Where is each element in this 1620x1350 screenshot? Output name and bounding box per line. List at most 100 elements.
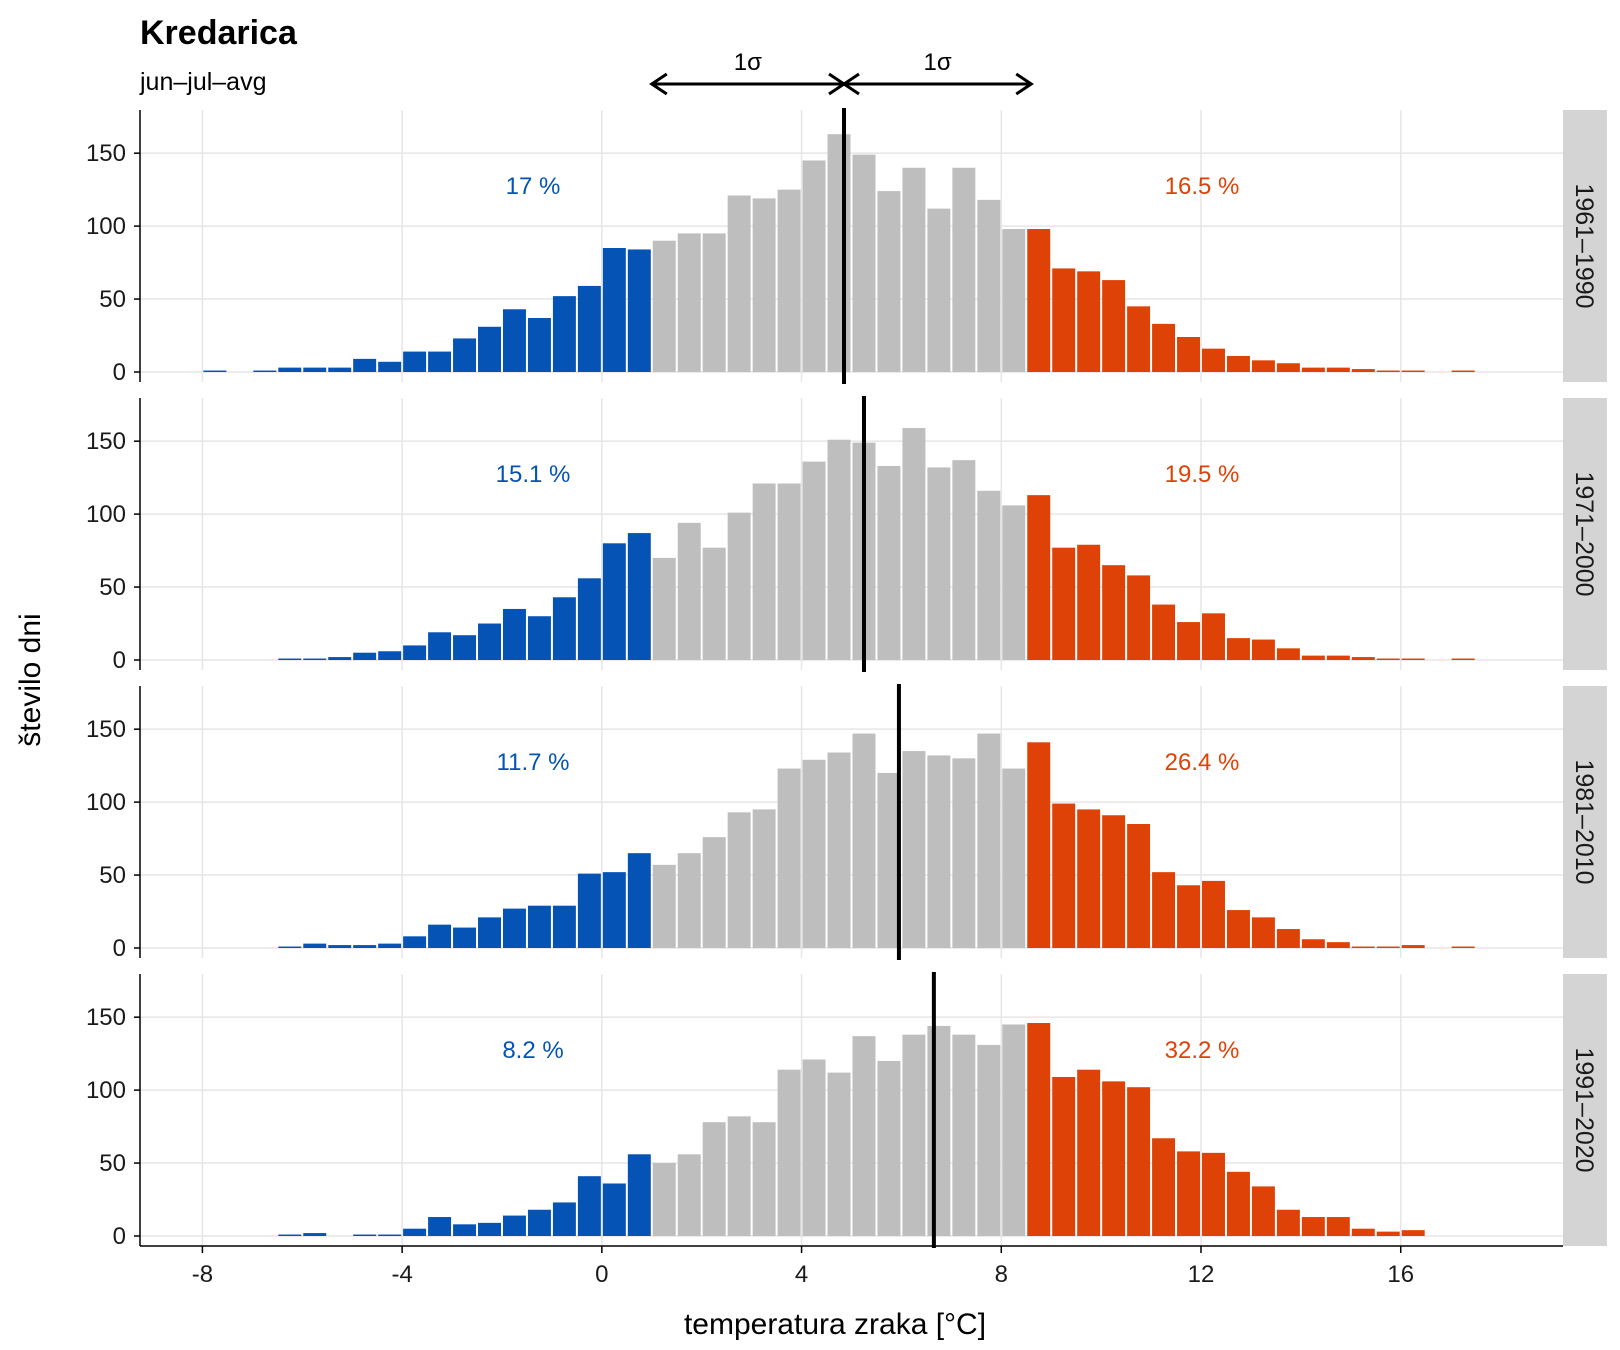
bar — [927, 467, 951, 660]
sigma-arrow-right-head — [1015, 72, 1034, 96]
bar — [428, 632, 452, 660]
bar — [353, 358, 377, 372]
bar — [1301, 367, 1325, 372]
bar — [453, 927, 477, 948]
y-axis-title: število dni — [14, 613, 47, 746]
bar — [1376, 658, 1400, 660]
bar — [602, 248, 626, 372]
bar — [1376, 1231, 1400, 1236]
bar — [677, 233, 701, 372]
bar — [478, 1222, 501, 1236]
bar — [902, 428, 926, 660]
bar — [353, 945, 377, 948]
bar — [478, 326, 501, 372]
facet-strip-label: 1971–2000 — [1570, 471, 1598, 596]
bar — [1077, 544, 1101, 660]
facet-strip-label: 1961–1990 — [1570, 183, 1598, 308]
bar — [577, 873, 601, 948]
bar — [1251, 639, 1275, 660]
panel-2: 0 50 100 150 15.1 % 19.5 % 1971–2000 — [86, 396, 1607, 674]
cold-percent-label: 8.2 % — [502, 1037, 563, 1064]
x-tick-label: 16 — [1387, 1261, 1414, 1288]
sigma-arrows: 1σ 1σ — [649, 49, 1034, 96]
bar — [203, 370, 227, 372]
x-tick-label: 12 — [1188, 1261, 1215, 1288]
facet-strip — [1563, 110, 1607, 382]
bar — [1202, 1152, 1225, 1236]
bar — [752, 809, 776, 948]
bar — [1351, 369, 1375, 372]
bar — [827, 134, 851, 372]
bar — [727, 1116, 751, 1236]
bar — [1152, 872, 1176, 948]
warm-percent-label: 16.5 % — [1165, 173, 1240, 200]
bar — [303, 943, 327, 948]
bar — [1002, 768, 1026, 948]
bar — [1226, 1171, 1250, 1236]
bar — [378, 651, 402, 660]
warm-percent-label: 32.2 % — [1165, 1037, 1240, 1064]
bar — [1152, 323, 1176, 372]
facet-strip — [1563, 974, 1607, 1246]
bar — [1251, 917, 1275, 948]
bar — [1127, 1087, 1151, 1236]
bar — [1276, 363, 1300, 372]
bar — [1202, 348, 1225, 372]
bar — [777, 189, 801, 372]
bar — [1451, 370, 1475, 372]
bar — [852, 1036, 876, 1236]
bar — [1351, 946, 1375, 948]
bar — [902, 1034, 926, 1236]
x-tick-label: -4 — [391, 1261, 412, 1288]
bar — [652, 1163, 676, 1236]
bar — [1152, 1138, 1176, 1236]
facet-strip — [1563, 398, 1607, 670]
bar — [378, 943, 402, 948]
bar — [453, 635, 477, 660]
bar — [652, 557, 676, 660]
bar — [1401, 370, 1425, 372]
bar — [527, 905, 551, 948]
bar — [1202, 613, 1225, 660]
bar — [877, 465, 901, 660]
bar — [727, 512, 751, 660]
bar — [802, 160, 826, 372]
x-tick-label: 4 — [795, 1261, 808, 1288]
bar — [627, 249, 651, 372]
bar — [428, 351, 452, 372]
bar — [1177, 885, 1201, 948]
bar — [977, 199, 1001, 372]
bar — [727, 812, 751, 948]
bar — [927, 755, 951, 948]
bar — [902, 167, 926, 372]
bar — [677, 853, 701, 948]
bar — [1002, 1024, 1026, 1236]
bar — [752, 483, 776, 660]
bar — [852, 154, 876, 372]
y-tick-label: 50 — [99, 574, 126, 601]
bar — [802, 461, 826, 660]
bar — [1226, 638, 1250, 660]
y-tick-label: 0 — [113, 935, 126, 962]
facet-strip-label: 1991–2020 — [1570, 1047, 1598, 1172]
x-tick-label: 0 — [595, 1261, 608, 1288]
warm-percent-label: 26.4 % — [1165, 749, 1240, 776]
bar — [627, 853, 651, 948]
bar — [602, 1183, 626, 1236]
bar — [977, 490, 1001, 660]
y-tick-label: 100 — [86, 789, 126, 816]
bar — [577, 1176, 601, 1236]
bar — [827, 439, 851, 660]
bar — [1177, 1151, 1201, 1236]
bar — [552, 905, 576, 948]
bar — [453, 1224, 477, 1236]
bar — [677, 1154, 701, 1236]
bar — [1027, 495, 1051, 660]
bar — [502, 908, 526, 948]
bar — [1451, 946, 1475, 948]
bar — [752, 198, 776, 372]
bar — [602, 872, 626, 948]
bar — [527, 1209, 551, 1236]
bar — [627, 533, 651, 660]
bar — [328, 657, 352, 660]
